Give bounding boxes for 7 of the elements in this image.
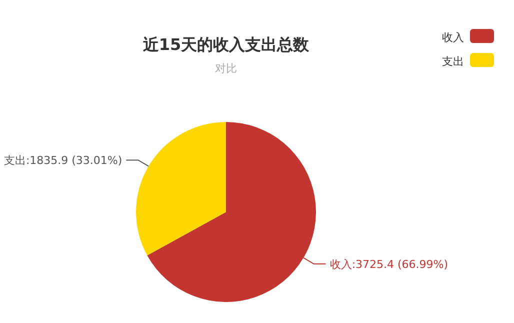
legend-label: 支出 [442, 55, 464, 68]
text: 对比 [215, 62, 237, 75]
data-label: 收入:3725.4 (66.99%) [330, 258, 448, 271]
legend-label: 收入 [442, 31, 464, 44]
data-label: 支出:1835.9 (33.01%) [4, 154, 122, 168]
pie-slice [136, 122, 226, 256]
chart-title: 近15天的收入支出总数 [142, 35, 310, 54]
